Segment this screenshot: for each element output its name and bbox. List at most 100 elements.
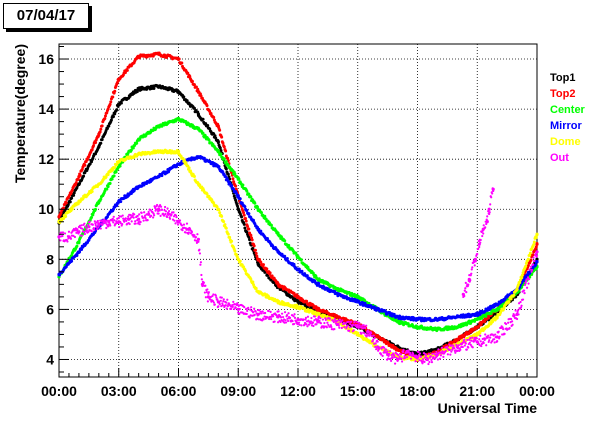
- trace-point: [167, 212, 170, 215]
- trace-point: [173, 219, 176, 222]
- trace-point: [263, 214, 267, 218]
- trace-point: [474, 260, 477, 263]
- trace-point: [348, 326, 351, 329]
- trace-point: [107, 225, 110, 228]
- trace-point: [337, 324, 340, 327]
- trace-point: [231, 177, 235, 181]
- trace-point: [221, 141, 225, 145]
- trace-point: [317, 281, 321, 285]
- trace-point: [517, 302, 521, 305]
- trace-point: [136, 214, 139, 218]
- trace-point: [523, 283, 527, 286]
- trace-point: [324, 318, 327, 321]
- trace-point: [353, 320, 356, 323]
- trace-point: [70, 254, 74, 258]
- trace-point: [121, 214, 124, 217]
- trace-point: [520, 276, 524, 280]
- trace-point: [534, 245, 538, 249]
- trace-point: [126, 217, 129, 220]
- trace-point: [533, 259, 536, 262]
- trace-point: [223, 223, 227, 227]
- trace-point: [70, 207, 74, 211]
- trace-point: [532, 240, 536, 244]
- trace-point: [200, 273, 203, 277]
- trace-point: [144, 217, 147, 220]
- trace-point: [398, 355, 401, 358]
- trace-point: [212, 201, 216, 205]
- trace-point: [182, 95, 186, 99]
- trace-point: [198, 252, 202, 255]
- trace-point: [253, 307, 256, 310]
- trace-point: [306, 315, 310, 318]
- trace-point: [59, 211, 63, 215]
- trace-point: [463, 338, 466, 341]
- trace-point: [285, 257, 289, 261]
- trace-point: [498, 335, 501, 338]
- trace-point: [399, 353, 403, 356]
- x-tick-label: 00:00: [519, 383, 555, 399]
- trace-point: [218, 303, 221, 306]
- legend-entry: Dome: [550, 136, 581, 148]
- trace-point: [493, 312, 497, 316]
- x-tick-label: 09:00: [220, 383, 256, 399]
- trace-point: [409, 357, 413, 360]
- trace-point: [244, 217, 248, 221]
- trace-point: [481, 234, 484, 238]
- trace-point: [212, 293, 215, 296]
- trace-point: [365, 335, 368, 338]
- trace-point: [121, 222, 124, 226]
- trace-point: [132, 216, 135, 219]
- trace-point: [75, 254, 79, 258]
- trace-point: [474, 339, 477, 342]
- trace-point: [259, 260, 263, 264]
- trace-point: [459, 336, 463, 340]
- trace-point: [166, 207, 169, 210]
- trace-point: [215, 205, 219, 209]
- trace-point: [471, 336, 474, 339]
- trace-point: [58, 235, 61, 238]
- trace-point: [154, 208, 158, 211]
- trace-point: [192, 174, 196, 178]
- trace-point: [70, 188, 74, 192]
- trace-point: [238, 259, 242, 263]
- trace-point: [352, 292, 356, 296]
- trace-point: [479, 340, 482, 343]
- trace-point: [337, 322, 340, 325]
- trace-point: [421, 362, 424, 365]
- trace-point: [258, 312, 261, 315]
- trace-point: [206, 288, 209, 291]
- trace-point: [108, 102, 112, 106]
- trace-point: [396, 359, 399, 362]
- trace-point: [513, 314, 516, 317]
- trace-point: [178, 219, 182, 222]
- trace-point: [99, 127, 103, 131]
- trace-point: [108, 181, 112, 185]
- trace-point: [85, 229, 88, 232]
- trace-point: [64, 201, 68, 205]
- trace-point: [80, 167, 84, 171]
- trace-point: [304, 316, 308, 319]
- series-top2: [57, 51, 539, 363]
- trace-point: [400, 360, 404, 363]
- trace-point: [261, 263, 265, 267]
- trace-point: [76, 177, 80, 181]
- trace-point: [358, 324, 361, 327]
- trace-point: [238, 312, 241, 316]
- trace-point: [197, 240, 200, 243]
- trace-point: [344, 322, 347, 325]
- trace-point: [350, 320, 353, 323]
- trace-point: [118, 225, 121, 229]
- trace-point: [172, 211, 175, 214]
- trace-point: [167, 209, 171, 213]
- trace-point: [484, 337, 487, 340]
- trace-point: [164, 212, 167, 216]
- trace-point: [146, 219, 149, 222]
- trace-point: [520, 304, 523, 307]
- trace-point: [280, 312, 284, 315]
- trace-point: [291, 319, 294, 323]
- trace-point: [112, 221, 115, 224]
- trace-point: [495, 316, 499, 320]
- trace-point: [429, 355, 433, 358]
- trace-point: [133, 213, 136, 216]
- trace-point: [451, 348, 454, 351]
